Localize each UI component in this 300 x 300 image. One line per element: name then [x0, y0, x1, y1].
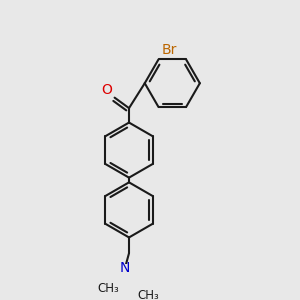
- Text: CH₃: CH₃: [97, 282, 119, 295]
- Text: N: N: [120, 261, 130, 274]
- Text: CH₃: CH₃: [137, 289, 159, 300]
- Text: O: O: [102, 82, 112, 97]
- Text: Br: Br: [162, 43, 177, 57]
